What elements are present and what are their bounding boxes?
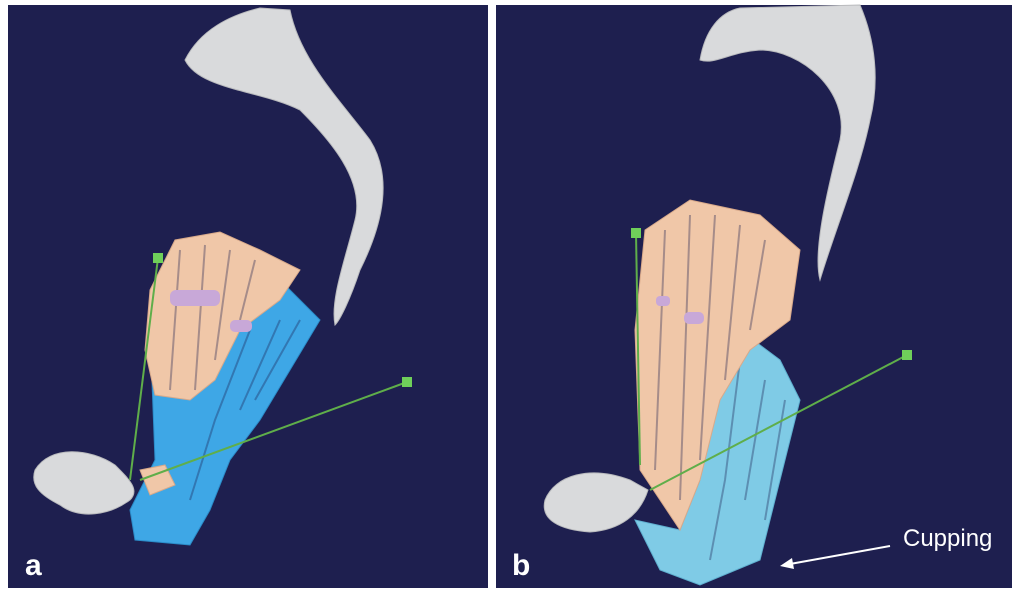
panel-label: b	[512, 549, 530, 582]
axis-marker	[902, 350, 912, 360]
annotation: Cupping	[903, 525, 992, 552]
panel-b: b Cupping	[496, 5, 1012, 588]
axis-marker	[153, 253, 163, 263]
axis-marker	[631, 228, 641, 238]
figure: a b Cupping	[0, 0, 1016, 591]
panel-label: a	[25, 549, 42, 582]
region-purple	[656, 296, 670, 306]
panel-a: a	[8, 5, 488, 588]
region-purple	[170, 290, 220, 306]
region-purple	[684, 312, 704, 324]
region-purple	[230, 320, 252, 332]
axis-marker	[402, 377, 412, 387]
